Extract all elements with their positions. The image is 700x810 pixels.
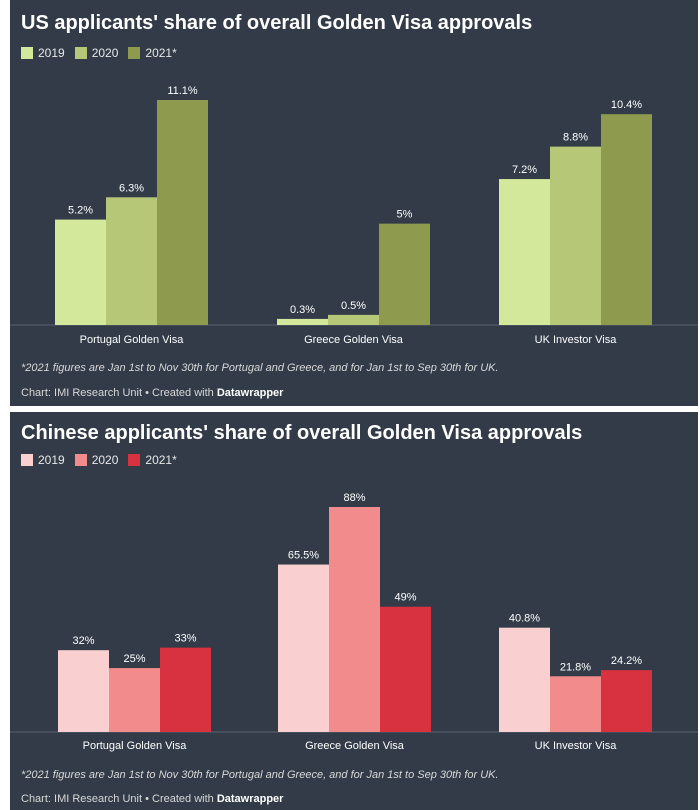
- data-label: 25%: [123, 653, 145, 665]
- legend-label: 2019: [38, 453, 65, 467]
- legend-item-2019: 2019: [21, 46, 65, 60]
- bar: [499, 627, 550, 732]
- category-label: UK Investor Visa: [535, 334, 618, 346]
- bar: [550, 146, 601, 325]
- chart-footnote: *2021 figures are Jan 1st to Nov 30th fo…: [21, 362, 499, 374]
- chart-title: US applicants' share of overall Golden V…: [21, 12, 533, 34]
- data-label: 49%: [394, 592, 416, 604]
- legend-swatch: [128, 454, 141, 466]
- legend-item-2021: 2021*: [128, 453, 177, 467]
- legend-label: 2020: [91, 46, 119, 60]
- legend-swatch: [74, 454, 87, 466]
- bar: [550, 676, 601, 732]
- data-label: 0.3%: [290, 304, 315, 316]
- legend-item-2019: 2019: [21, 453, 65, 467]
- us-bar-chart: 5.2% 6.3% 11.1% Portugal Golden Visa 0.3% 0.5…: [10, 85, 698, 346]
- data-label: 65.5%: [288, 550, 319, 562]
- bar: [157, 100, 208, 325]
- bar: [380, 606, 431, 732]
- china-chart-panel: Chinese applicants' share of overall Gol…: [10, 412, 698, 810]
- category-label: Greece Golden Visa: [304, 334, 404, 346]
- legend-label: 2020: [91, 453, 119, 467]
- data-label: 6.3%: [119, 182, 144, 194]
- data-label: 5%: [397, 209, 413, 221]
- legend-swatch: [128, 47, 141, 59]
- bar: [328, 314, 379, 325]
- chart-credit: Chart: IMI Research Unit • Created with …: [21, 387, 283, 399]
- bar: [601, 670, 652, 732]
- bar: [109, 668, 160, 732]
- bar: [58, 650, 109, 732]
- bar: [379, 223, 430, 325]
- data-label: 11.1%: [167, 85, 198, 97]
- legend-swatch: [21, 454, 33, 466]
- legend-swatch: [21, 47, 33, 59]
- bar: [329, 507, 380, 732]
- us-chart-panel: US applicants' share of overall Golden V…: [10, 0, 698, 406]
- category-label: UK Investor Visa: [535, 740, 618, 752]
- legend-item-2020: 2020: [74, 453, 119, 467]
- data-label: 5.2%: [68, 205, 93, 217]
- legend-label: 2019: [38, 46, 65, 60]
- chart-legend: 2019 2020 2021*: [21, 453, 177, 467]
- data-label: 0.5%: [341, 300, 366, 312]
- legend-label: 2021*: [145, 453, 177, 467]
- bar: [499, 179, 550, 325]
- bar: [106, 197, 157, 325]
- category-label: Portugal Golden Visa: [80, 334, 185, 346]
- legend-swatch: [74, 47, 87, 59]
- category-label: Portugal Golden Visa: [83, 740, 188, 752]
- chart-legend: 2019 2020 2021*: [21, 46, 177, 60]
- data-label: 10.4%: [611, 99, 642, 111]
- chart-credit: Chart: IMI Research Unit • Created with …: [21, 793, 283, 805]
- category-label: Greece Golden Visa: [305, 740, 405, 752]
- data-label: 40.8%: [509, 613, 540, 625]
- bar: [601, 114, 652, 325]
- data-label: 8.8%: [563, 132, 588, 144]
- credit-text: Chart: IMI Research Unit • Created with: [21, 793, 217, 805]
- bar: [160, 647, 211, 732]
- data-label: 7.2%: [512, 164, 537, 176]
- bar: [277, 318, 328, 325]
- china-bar-chart: 32% 25% 33% Portugal Golden Visa 65.5% 88% 49%…: [10, 492, 698, 752]
- credit-brand: Datawrapper: [216, 793, 284, 805]
- chart-footnote: *2021 figures are Jan 1st to Nov 30th fo…: [21, 769, 499, 781]
- data-label: 33%: [174, 633, 196, 645]
- bar: [55, 219, 106, 325]
- legend-label: 2021*: [145, 46, 177, 60]
- credit-brand: Datawrapper: [216, 387, 284, 399]
- legend-item-2021: 2021*: [128, 46, 177, 60]
- credit-text: Chart: IMI Research Unit • Created with: [21, 387, 217, 399]
- data-label: 21.8%: [560, 661, 591, 673]
- legend-item-2020: 2020: [74, 46, 119, 60]
- data-label: 88%: [343, 492, 365, 504]
- bar: [278, 564, 329, 732]
- chart-title: Chinese applicants' share of overall Gol…: [21, 422, 583, 444]
- data-label: 24.2%: [611, 655, 642, 667]
- data-label: 32%: [72, 635, 94, 647]
